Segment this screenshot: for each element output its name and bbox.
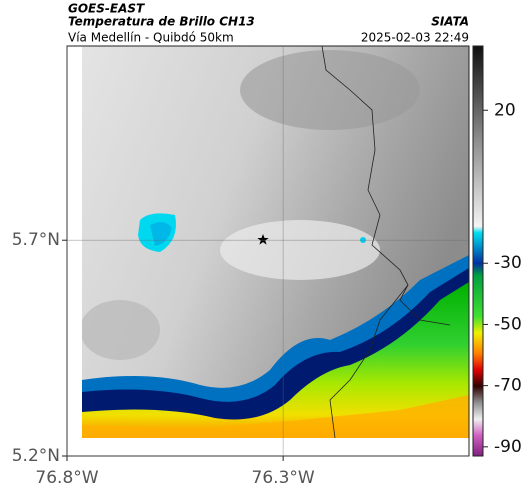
title: GOES-EAST [68,2,145,16]
borders [321,45,451,439]
colorbar [472,45,484,457]
region: Vía Medellín - Quibdó 50km [68,31,234,45]
satellite-image [82,46,469,438]
source: SIATA [431,15,469,29]
x-tick-label: 76.3°W [252,468,315,488]
y-tick-label: 5.2°N [12,446,60,466]
location-marker [257,234,269,245]
x-tick-label: 76.8°W [35,468,98,488]
timestamp: 2025-02-03 22:49 [361,31,469,45]
colorbar-tick-label: 20 [494,100,516,120]
colorbar-tick-label: -30 [494,253,522,273]
subtitle: Temperatura de Brillo CH13 [68,15,255,29]
y-tick-label: 5.7°N [12,230,60,250]
colorbar-tick-label: -90 [494,437,522,457]
colorbar-tick-label: -70 [494,376,522,396]
colorbar-tick-label: -50 [494,314,522,334]
